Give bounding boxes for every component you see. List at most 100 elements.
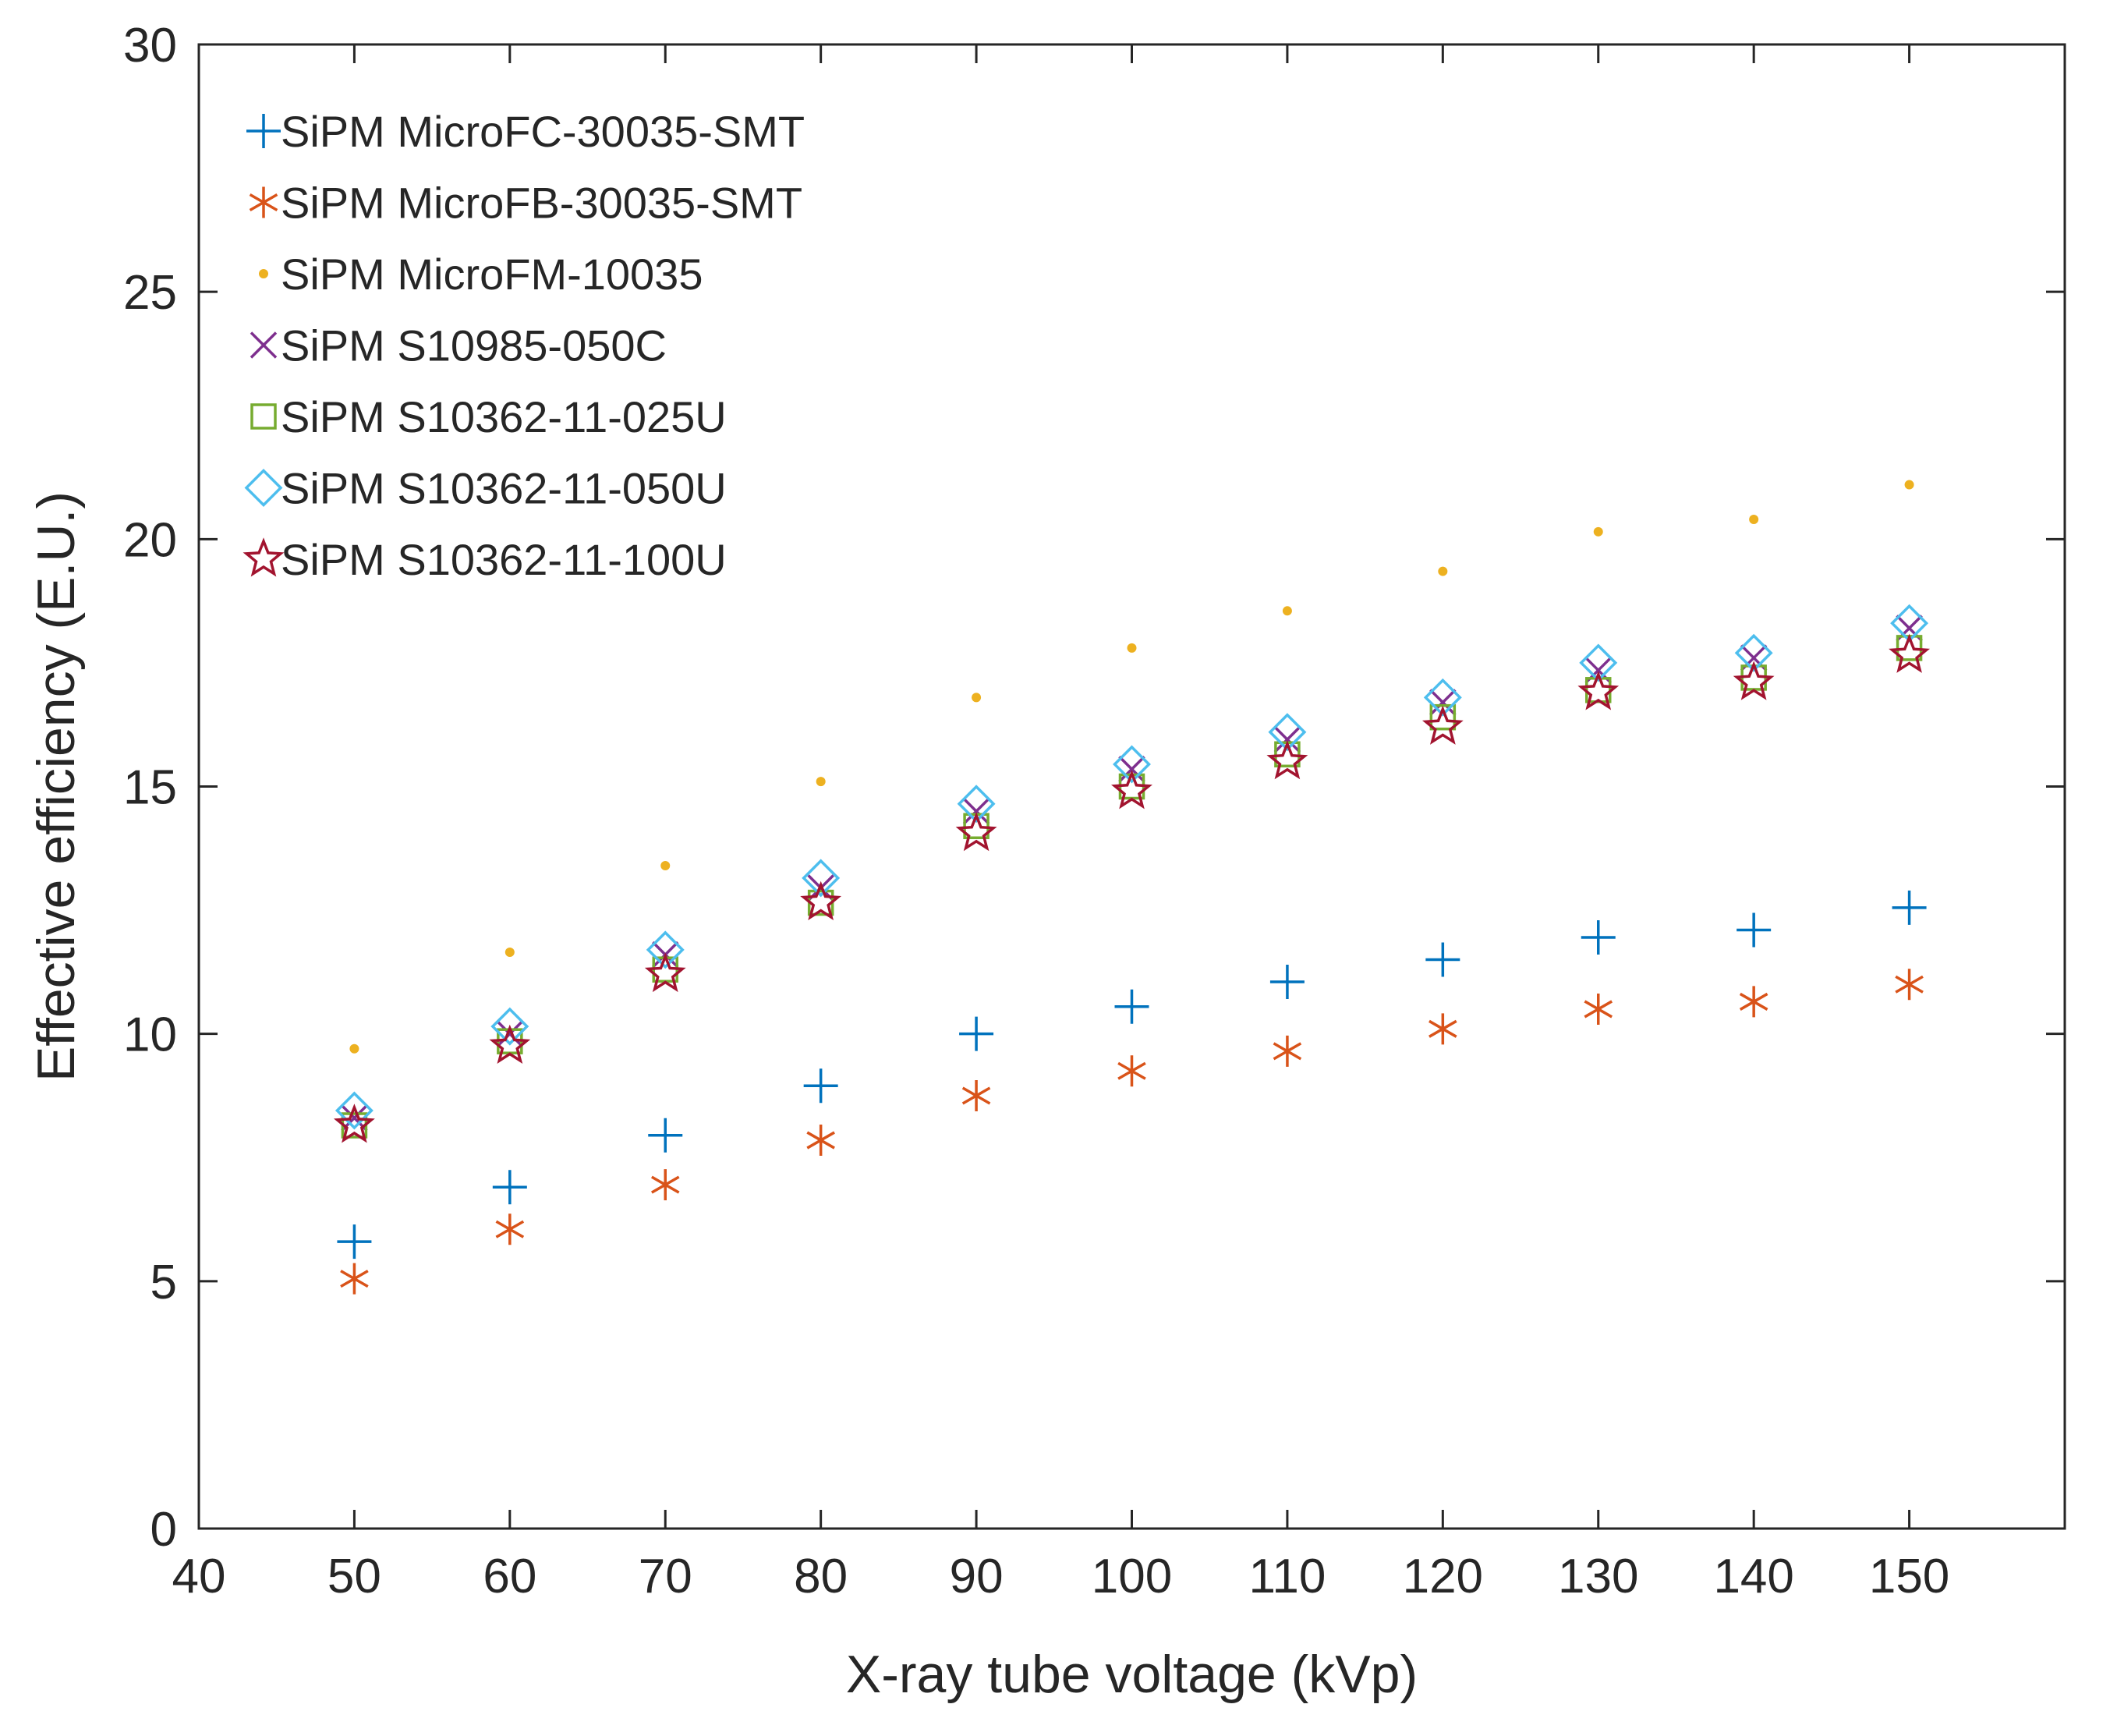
legend-entry: SiPM S10362-11-100U — [243, 535, 727, 584]
data-point — [644, 952, 686, 993]
data-point — [1273, 1035, 1302, 1067]
y-tick-label: 10 — [123, 1008, 177, 1062]
legend-entry: SiPM MicroFC-30035-SMT — [246, 107, 805, 156]
y-tick-label: 0 — [150, 1503, 177, 1557]
data-point — [660, 860, 671, 870]
data-point — [1113, 745, 1151, 784]
data-point — [816, 777, 826, 787]
series-diamond — [335, 604, 1929, 1130]
legend-entry: SiPM MicroFB-30035-SMT — [249, 179, 802, 228]
legend-label: SiPM MicroFC-30035-SMT — [281, 107, 805, 156]
data-point — [490, 1007, 529, 1046]
x-tick-label: 100 — [1092, 1550, 1172, 1603]
legend-entry: SiPM S10362-11-025U — [250, 392, 727, 441]
data-markers — [333, 480, 1931, 1295]
legend: SiPM MicroFC-30035-SMT SiPM MicroFB-30035… — [243, 107, 805, 584]
data-point — [504, 948, 515, 958]
legend-marker — [249, 186, 278, 218]
series-asterisk — [340, 969, 1924, 1295]
x-tick-label: 120 — [1403, 1550, 1483, 1603]
series-star — [333, 633, 1931, 1143]
data-point — [802, 859, 841, 898]
data-point — [1429, 689, 1457, 716]
legend-label: SiPM MicroFB-30035-SMT — [281, 179, 802, 228]
data-point — [1118, 756, 1145, 783]
x-tick-label: 80 — [794, 1550, 848, 1603]
data-point — [1425, 942, 1460, 977]
x-tick-label: 130 — [1558, 1550, 1638, 1603]
x-tick-label: 110 — [1248, 1550, 1326, 1603]
x-tick-label: 90 — [950, 1550, 1004, 1603]
data-point — [1428, 1013, 1457, 1045]
data-point — [1737, 912, 1772, 948]
axis-ticks: 40 50 60 70 80 90 100 110 120 130 140 150 0 5 10 15 20 25… — [123, 19, 2065, 1603]
y-tick-label: 15 — [123, 761, 177, 815]
data-point — [1111, 770, 1152, 810]
x-tick-label: 50 — [327, 1550, 381, 1603]
legend-marker — [243, 537, 285, 577]
data-point — [1266, 740, 1308, 780]
data-point — [337, 1224, 372, 1259]
legend-label: SiPM S10985-050C — [281, 321, 667, 370]
data-point — [1268, 713, 1307, 752]
data-point — [1429, 703, 1457, 731]
plot-area — [197, 43, 2066, 1530]
legend-label: SiPM S10362-11-050U — [281, 464, 727, 513]
data-point — [1749, 514, 1759, 524]
data-point — [800, 880, 842, 921]
data-point — [648, 1118, 683, 1153]
data-point — [1273, 726, 1301, 753]
x-tick-label: 150 — [1869, 1550, 1949, 1603]
data-point — [1593, 526, 1603, 537]
x-tick-label: 60 — [483, 1550, 536, 1603]
data-point — [646, 930, 685, 969]
data-point — [1269, 965, 1305, 1000]
data-point — [340, 1263, 369, 1295]
y-axis-title: Effective efficiency (E.U.) — [27, 491, 86, 1082]
data-point — [1739, 986, 1768, 1018]
legend-marker — [250, 403, 277, 430]
x-tick-label: 140 — [1713, 1550, 1793, 1603]
data-point — [957, 785, 996, 824]
y-tick-label: 20 — [123, 513, 177, 567]
data-point — [955, 812, 997, 852]
data-point — [961, 1079, 991, 1111]
y-tick-label: 25 — [123, 266, 177, 320]
legend-marker — [259, 269, 268, 278]
legend-entry: SiPM S10985-050C — [250, 321, 667, 370]
data-point — [495, 1213, 525, 1245]
data-point — [1581, 919, 1616, 955]
data-point — [1733, 661, 1775, 700]
data-point — [1892, 890, 1927, 925]
data-point — [959, 1016, 994, 1051]
x-tick-label: 70 — [639, 1550, 692, 1603]
x-tick-label: 40 — [172, 1550, 226, 1603]
data-point — [1584, 993, 1613, 1025]
data-point — [1127, 643, 1137, 653]
legend-entry: SiPM S10362-11-050U — [244, 464, 727, 513]
data-point — [1889, 633, 1931, 673]
legend-label: SiPM S10362-11-100U — [281, 535, 727, 584]
data-point — [1423, 678, 1462, 717]
x-axis-title: X-ray tube voltage (kVp) — [846, 1645, 1418, 1704]
data-point — [1421, 705, 1464, 745]
data-point — [1577, 671, 1620, 710]
data-point — [492, 1170, 527, 1205]
legend-label: SiPM MicroFM-10035 — [281, 250, 703, 299]
data-point — [1895, 969, 1924, 1001]
legend-entry: SiPM MicroFM-10035 — [259, 250, 703, 299]
y-tick-label: 30 — [123, 19, 177, 73]
y-tick-label: 5 — [150, 1256, 177, 1309]
series-dot — [349, 480, 1914, 1054]
data-point — [1282, 606, 1292, 616]
data-point — [1579, 643, 1618, 682]
legend-marker — [246, 114, 281, 148]
data-point — [972, 693, 982, 703]
legend-marker — [250, 331, 278, 359]
data-point — [496, 1020, 524, 1047]
data-point — [1117, 1055, 1146, 1087]
legend-label: SiPM S10362-11-025U — [281, 392, 727, 441]
data-point — [803, 1068, 838, 1104]
series-plus — [337, 890, 1927, 1259]
data-point — [806, 1125, 835, 1157]
